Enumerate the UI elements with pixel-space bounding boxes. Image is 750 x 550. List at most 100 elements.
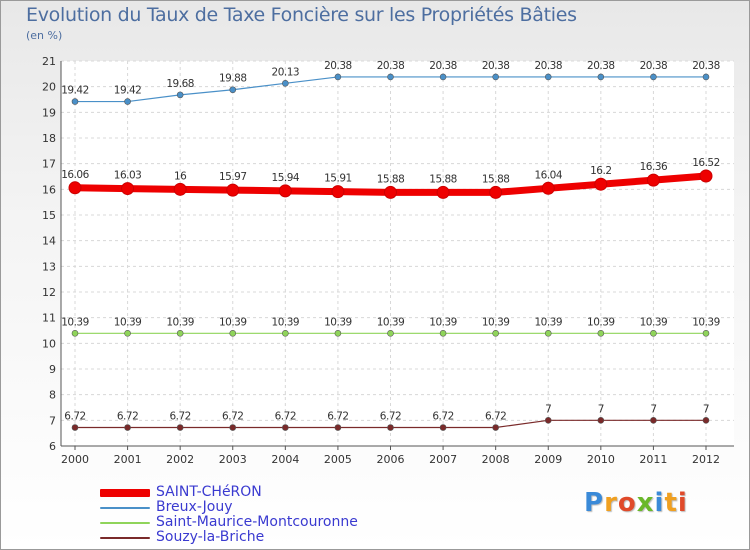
data-point [439,330,447,337]
legend-label: Souzy-la-Briche [156,529,265,545]
data-label: 16.52 [692,157,720,169]
data-label: 6.72 [380,411,401,423]
logo-letter: t [664,488,678,518]
logo-letter: P [584,488,605,518]
y-tick-label: 7 [49,414,56,427]
data-label: 16.36 [640,161,668,173]
legend-label: Breux-Jouy [156,499,233,515]
x-tick-label: 2010 [587,453,615,466]
data-label: 10.39 [219,316,247,328]
x-tick-label: 2002 [166,453,194,466]
data-point [384,185,397,199]
chart-title: Evolution du Taux de Taxe Foncière sur l… [26,4,577,26]
y-tick-label: 9 [49,363,56,376]
x-tick-label: 2008 [482,453,510,466]
proxiti-logo: Proxiti [584,488,688,518]
data-label: 20.38 [482,60,510,72]
data-point [646,173,660,187]
data-point [702,73,710,81]
x-tick-label: 2001 [114,453,142,466]
data-point [278,184,292,198]
y-tick-label: 20 [42,81,56,94]
data-point [597,330,605,337]
data-label: 15.88 [429,173,457,185]
data-label: 10.39 [692,316,720,328]
logo-letter: r [604,488,618,518]
y-tick-label: 14 [42,235,56,248]
data-point [71,330,79,337]
logo-letter: i [654,488,665,518]
logo-letter: i [677,488,688,518]
data-point [229,424,237,431]
data-point [492,73,499,81]
data-label: 7 [650,403,656,415]
data-point [597,73,605,81]
data-label: 10.39 [482,316,510,328]
y-tick-label: 13 [42,260,56,273]
legend-swatch [100,489,150,497]
y-tick-label: 10 [42,337,56,350]
data-point [176,330,184,337]
data-point [387,424,394,431]
data-point [650,330,657,337]
plot-area [61,61,734,446]
legend-label: Saint-Maurice-Montcouronne [156,514,358,530]
data-point [229,330,237,337]
data-point [594,177,608,191]
y-tick-label: 19 [42,106,56,119]
legend-swatch [100,507,150,509]
data-label: 16 [174,170,187,182]
data-label: 19.42 [61,85,89,97]
data-point [334,330,342,337]
y-tick-label: 16 [42,183,56,196]
data-label: 6.72 [222,411,243,423]
x-tick-label: 2007 [429,453,457,466]
data-point [334,73,342,81]
data-point [282,330,289,337]
data-label: 6.72 [327,411,348,423]
x-tick-label: 2005 [324,453,352,466]
data-label: 20.38 [324,60,352,72]
data-point [544,330,552,337]
y-tick-label: 6 [49,440,56,453]
data-point [121,182,135,196]
data-point [650,417,657,424]
x-tick-label: 2006 [377,453,405,466]
y-tick-label: 18 [42,132,56,145]
x-tick-label: 2000 [61,453,89,466]
data-label: 6.72 [275,411,296,423]
data-label: 20.38 [692,60,720,72]
data-point [489,185,503,199]
data-label: 15.97 [219,171,247,183]
data-point [702,417,710,424]
data-point [544,73,552,81]
data-label: 10.39 [640,316,668,328]
y-tick-label: 21 [42,55,56,68]
data-label: 19.42 [114,85,142,97]
data-label: 10.39 [114,316,142,328]
y-tick-label: 15 [42,209,56,222]
legend: SAINT-CHéRON Breux-Jouy Saint-Maurice-Mont… [100,484,400,545]
data-point [173,182,187,196]
x-tick-label: 2004 [271,453,299,466]
data-point [331,185,345,199]
data-point [124,98,131,105]
data-label: 16.03 [114,170,142,182]
data-point [124,424,131,431]
legend-item: Breux-Jouy [100,499,400,515]
data-label: 6.72 [169,411,190,423]
data-label: 19.68 [166,78,194,90]
data-label: 10.39 [429,316,457,328]
y-tick-label: 17 [42,158,56,171]
data-point [702,330,710,337]
data-label: 10.39 [272,316,300,328]
legend-swatch [100,537,150,539]
x-tick-label: 2009 [534,453,562,466]
data-label: 6.72 [485,411,506,423]
data-label: 10.39 [166,316,194,328]
data-point [71,424,79,431]
data-point [226,183,240,197]
data-point [334,424,342,431]
data-label: 15.88 [482,173,510,185]
